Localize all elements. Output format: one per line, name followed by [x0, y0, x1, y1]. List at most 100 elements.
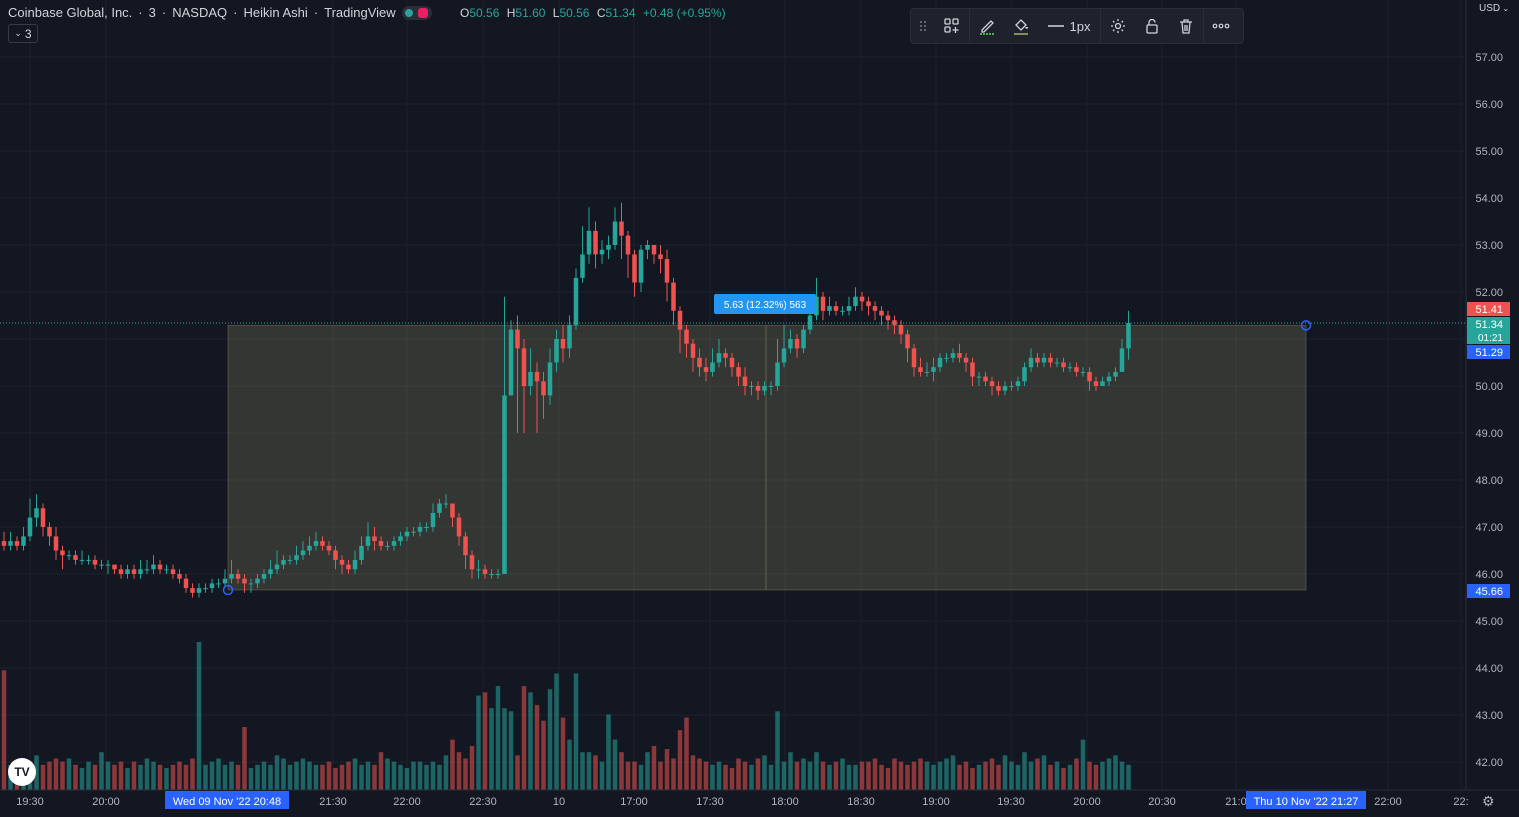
volume-bar [229, 761, 234, 790]
line-width-button[interactable]: 1px [1038, 9, 1100, 43]
candle-body [476, 569, 481, 571]
time-axis-label: 22:00 [393, 796, 421, 808]
candle-body [599, 249, 605, 255]
price-axis-label: 42.00 [1475, 757, 1503, 769]
volume-bar [463, 758, 468, 790]
candle-body [469, 555, 475, 570]
candle-body [235, 574, 241, 579]
time-axis-label: 19:30 [997, 796, 1025, 808]
volume-bar [924, 761, 930, 790]
candle-body [898, 324, 904, 335]
volume-bar [177, 761, 182, 790]
settings-icon[interactable] [1101, 9, 1135, 43]
volume-bar [814, 752, 819, 790]
volume-bar [833, 761, 839, 790]
volume-bar [944, 758, 949, 790]
candle-body [593, 230, 598, 255]
grid-lines [0, 0, 1466, 790]
line-width-label: 1px [1069, 18, 1091, 34]
drag-handle-icon[interactable] [911, 9, 935, 43]
candle-body [996, 386, 1001, 391]
time-axis-label: 20:30 [1148, 796, 1176, 808]
volume-bar [1119, 761, 1125, 790]
candle-body [1028, 357, 1034, 368]
time-axis-label: 17:00 [620, 796, 648, 808]
volume-bar [443, 755, 449, 790]
candle-body [879, 310, 884, 316]
candle-body [606, 245, 611, 250]
candle-body [372, 536, 377, 542]
template-icon[interactable] [935, 9, 969, 43]
candle-body [112, 564, 117, 570]
candle-body [534, 371, 540, 382]
candle-body [918, 367, 923, 372]
candle-body [424, 527, 429, 528]
volume-bar [1061, 767, 1066, 790]
candle-body [190, 588, 195, 593]
symbol-header[interactable]: Coinbase Global, Inc. · 3 · NASDAQ · Hei… [8, 5, 432, 20]
volume-bar [690, 755, 696, 790]
volume-bar [619, 752, 624, 790]
volume-bar [1009, 761, 1014, 790]
candle-body [827, 306, 832, 311]
candle-body [853, 296, 858, 307]
candle-body [430, 512, 436, 527]
tradingview-logo-icon[interactable]: TV [8, 758, 36, 786]
more-icon[interactable] [1204, 9, 1238, 43]
candle-body [736, 367, 741, 377]
volume-bar [60, 761, 65, 790]
candle-body [229, 574, 234, 579]
pencil-icon[interactable] [970, 9, 1004, 43]
candle-body [508, 329, 514, 396]
time-axis-label: 20:00 [1073, 796, 1101, 808]
volume-bar [716, 761, 722, 790]
lock-icon[interactable] [1135, 9, 1169, 43]
volume-bar [151, 761, 156, 790]
lower-price-tag: 45.66 [1475, 586, 1503, 598]
price-range-measure-box[interactable] [227, 324, 1307, 591]
price-axis-label: 50.00 [1475, 381, 1503, 393]
trash-icon[interactable] [1169, 9, 1203, 43]
candle-body [1054, 362, 1060, 364]
volume-bar [268, 764, 273, 790]
candle-body [79, 559, 85, 561]
symbol-title[interactable]: Coinbase Global, Inc. [8, 5, 133, 20]
chart-settings-icon[interactable]: ⚙ [1482, 793, 1495, 809]
candle-body [814, 296, 819, 316]
volume-bar [274, 755, 280, 790]
candle-body [846, 306, 852, 311]
volume-bar [515, 755, 520, 790]
range-end-handle[interactable] [1300, 320, 1312, 331]
candle-body [47, 527, 52, 537]
candle-body [1119, 348, 1125, 372]
volume-bar [508, 711, 514, 790]
volume-bar [482, 692, 488, 790]
interval-label[interactable]: 3 [148, 5, 156, 20]
fill-bucket-icon[interactable] [1004, 9, 1038, 43]
currency-selector[interactable]: USD ⌄ [1479, 3, 1510, 14]
candle-body [489, 574, 494, 575]
candle-body [352, 559, 358, 570]
candle-body [417, 527, 423, 532]
candle-body [677, 310, 683, 330]
candle-body [1009, 386, 1014, 387]
indicator-collapse-button[interactable]: ⌄ 3 [8, 24, 38, 43]
volume-bar [651, 745, 657, 790]
volume-bar [1074, 758, 1079, 790]
volume-bar [911, 761, 917, 790]
volume-bar [248, 767, 254, 790]
volume-bar [476, 695, 481, 790]
range-start-handle[interactable] [222, 584, 234, 596]
time-axis-label: 22:30 [469, 796, 497, 808]
volume-bar [183, 764, 189, 790]
candle-body [40, 508, 46, 527]
market-status-icon[interactable] [401, 5, 432, 20]
candle-body [911, 348, 917, 368]
volume-bar [1100, 761, 1105, 790]
volume-bar [53, 758, 59, 790]
volume-bar [1093, 764, 1099, 790]
time-axis-label: 22: [1453, 796, 1468, 808]
time-axis-label: 21:0 [1225, 796, 1246, 808]
candle-body [326, 545, 332, 551]
